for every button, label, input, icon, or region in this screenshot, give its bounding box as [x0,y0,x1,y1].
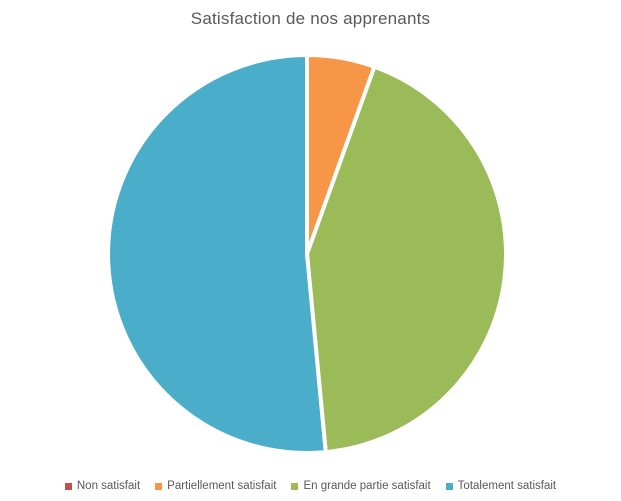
pie-slice-2[interactable] [304,64,509,455]
legend-item-0[interactable]: Non satisfait [64,480,141,492]
chart-title: Satisfaction de nos apprenants [190,9,431,28]
legend-label: Non satisfait [76,480,141,492]
legend-label: Totalement satisfait [457,480,557,492]
legend-swatch-icon [291,482,299,490]
legend-label: En grande partie satisfait [303,480,431,492]
legend-item-3[interactable]: Totalement satisfait [445,480,557,492]
legend-swatch-icon [64,482,72,490]
pie-slice-3[interactable] [106,52,328,455]
legend-swatch-icon [155,482,163,490]
legend: Non satisfait Partiellement satisfait En g… [0,480,621,492]
legend-item-1[interactable]: Partiellement satisfait [155,480,276,492]
legend-item-2[interactable]: En grande partie satisfait [291,480,431,492]
legend-swatch-icon [445,482,453,490]
legend-label: Partiellement satisfait [167,480,277,492]
